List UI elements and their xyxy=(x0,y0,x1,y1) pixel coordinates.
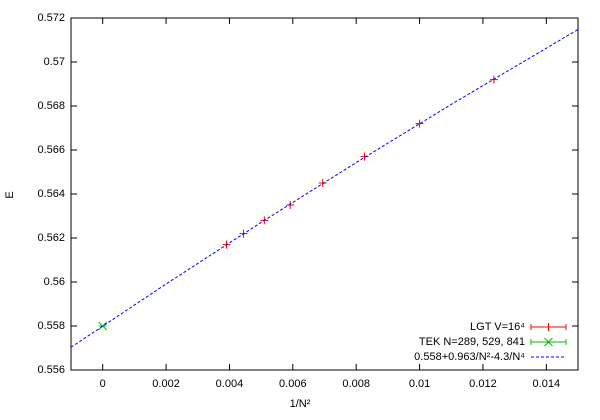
data-point xyxy=(415,119,424,128)
y-axis-label: E xyxy=(4,191,16,198)
plot-border xyxy=(70,17,579,371)
x-tick-label: 0.002 xyxy=(152,378,180,390)
y-tick-label: 0.56 xyxy=(44,276,65,288)
legend-marker xyxy=(544,323,553,331)
data-point xyxy=(286,201,295,209)
y-tick-label: 0.562 xyxy=(37,232,65,244)
legend-label: LGT V=16⁴ xyxy=(470,321,525,333)
y-tick-label: 0.572 xyxy=(37,12,65,24)
data-point xyxy=(318,179,327,187)
data-point xyxy=(360,152,369,161)
fit-line xyxy=(70,29,579,348)
x-axis-label: 1/N² xyxy=(290,398,311,410)
x-tick-label: 0 xyxy=(100,378,106,390)
y-tick-label: 0.566 xyxy=(37,144,65,156)
x-tick-label: 0.01 xyxy=(409,378,430,390)
x-tick-label: 0.004 xyxy=(216,378,244,390)
y-tick-label: 0.57 xyxy=(44,56,65,68)
y-tick-label: 0.564 xyxy=(37,188,65,200)
legend-label: TEK N=289, 529, 841 xyxy=(419,336,525,348)
x-tick-label: 0.006 xyxy=(279,378,307,390)
y-tick-label: 0.558 xyxy=(37,320,65,332)
x-tick-label: 0.012 xyxy=(469,378,497,390)
y-tick-label: 0.568 xyxy=(37,100,65,112)
legend-label: 0.558+0.963/N²-4.3/N⁴ xyxy=(414,351,525,363)
x-tick-label: 0.008 xyxy=(342,378,370,390)
data-point xyxy=(98,321,108,331)
legend-marker xyxy=(544,337,553,347)
y-tick-label: 0.556 xyxy=(37,364,65,376)
x-tick-label: 0.014 xyxy=(533,378,561,390)
